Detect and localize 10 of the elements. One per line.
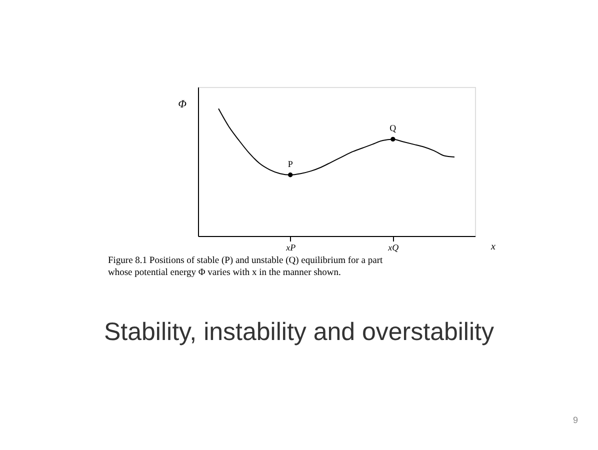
x-tick-label: xQ bbox=[387, 242, 400, 252]
text: 9 bbox=[572, 415, 578, 425]
text: whose potential energy Φ varies with x in the manner shown. bbox=[108, 268, 341, 278]
y-axis-title: Φ bbox=[178, 98, 188, 110]
caption: Figure 8.1 Positions of stable (P) and unstable (Q) equilibrium for a part bbox=[108, 256, 384, 266]
annotation: P bbox=[288, 158, 293, 169]
x-axis-title: x bbox=[490, 242, 496, 252]
text: Stability, instability and overstability bbox=[104, 318, 494, 346]
x-tick-label: xP bbox=[285, 242, 296, 252]
annotation: Q bbox=[390, 123, 397, 134]
